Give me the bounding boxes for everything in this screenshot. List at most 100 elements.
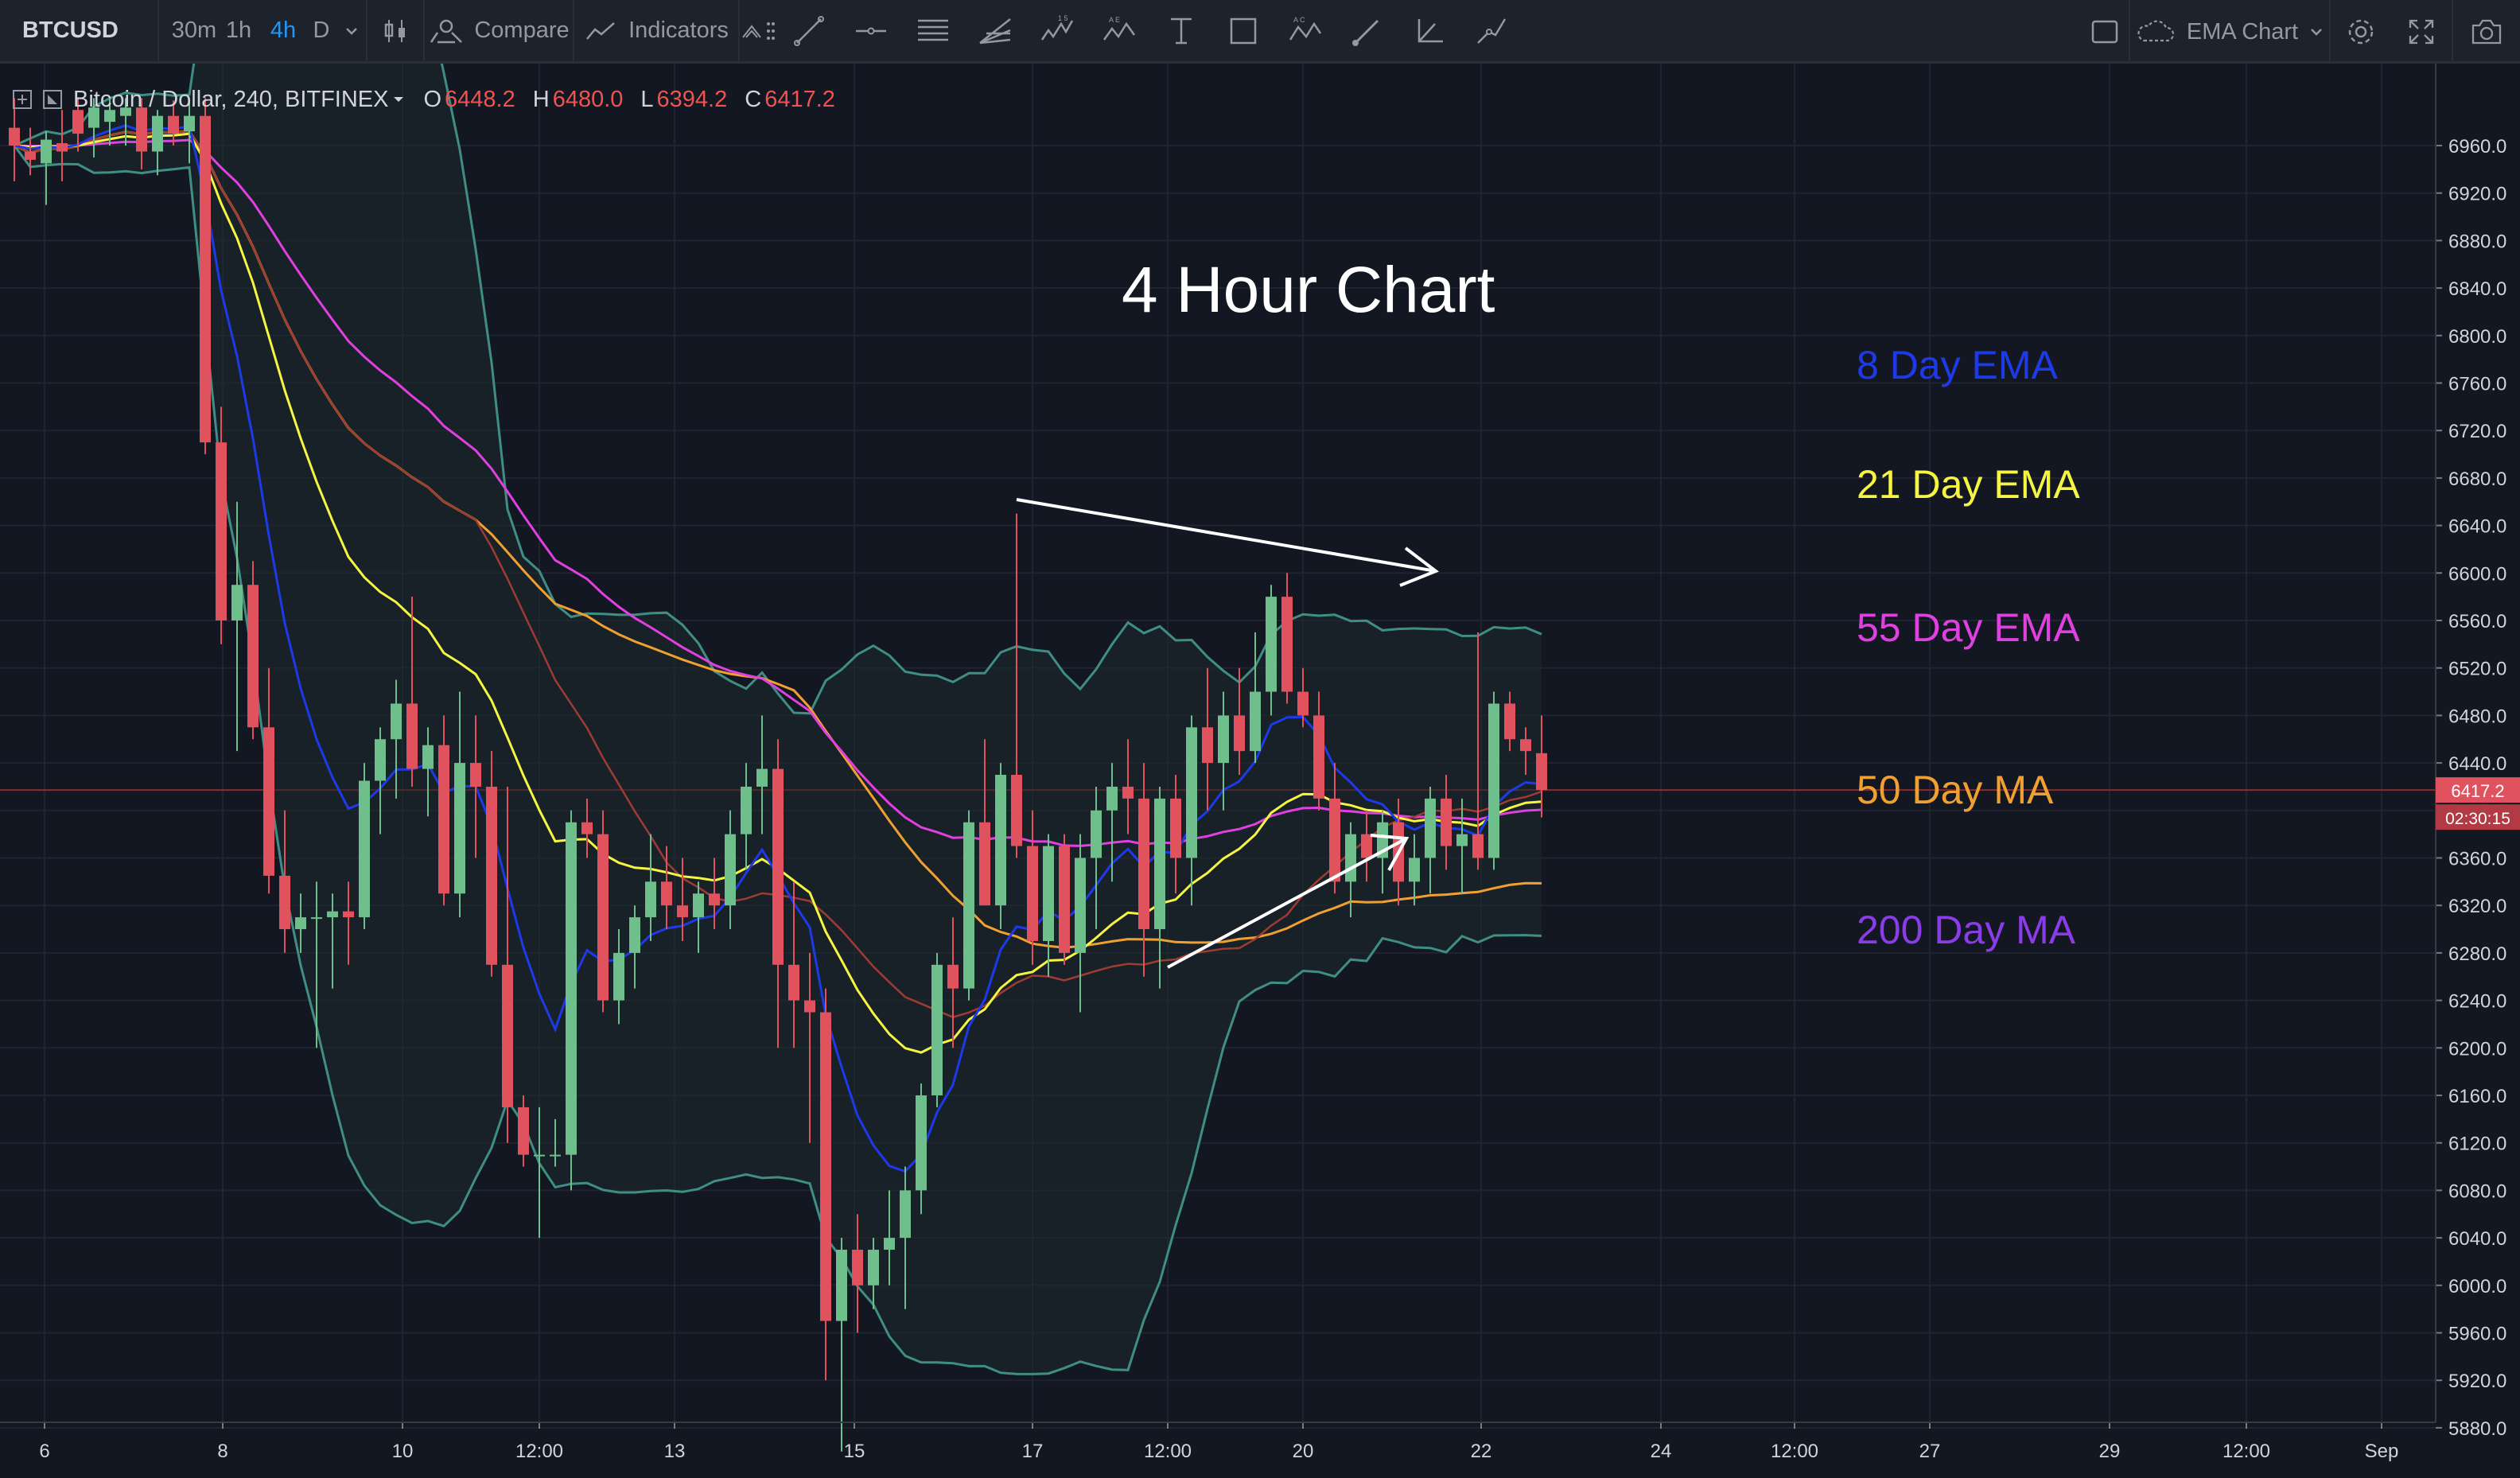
candle[interactable] [693, 881, 704, 953]
interval-1h[interactable]: 1h [225, 18, 252, 43]
candle[interactable] [1504, 691, 1515, 752]
candle[interactable] [1297, 667, 1309, 728]
templates-button[interactable] [740, 0, 764, 63]
candle[interactable] [263, 667, 274, 894]
candle[interactable] [279, 810, 290, 953]
candle[interactable] [295, 893, 306, 953]
candle[interactable] [9, 98, 20, 181]
upper-trendline-arrow[interactable] [1016, 498, 1440, 587]
forecast-tool[interactable] [1460, 0, 1522, 63]
candle[interactable] [1075, 834, 1086, 1013]
chart-style-button[interactable] [368, 0, 423, 63]
hide-series-icon[interactable] [41, 88, 64, 111]
candle[interactable] [756, 715, 768, 834]
candle[interactable] [1122, 739, 1134, 834]
brush-tool[interactable] [1336, 0, 1398, 63]
label-50-day-ma[interactable]: 50 Day MA [1857, 768, 2054, 812]
candle[interactable] [1138, 763, 1149, 977]
candle[interactable] [1154, 786, 1165, 989]
pitchfork-tool[interactable] [964, 0, 1026, 63]
candle[interactable] [788, 881, 799, 1048]
interval-4h[interactable]: 4h [270, 18, 297, 43]
candle[interactable] [931, 952, 943, 1107]
fullscreen-button[interactable] [2391, 0, 2452, 64]
measure-tool[interactable] [1398, 0, 1460, 63]
candle[interactable] [1106, 763, 1118, 882]
candle[interactable] [216, 406, 227, 644]
candle[interactable] [1202, 667, 1213, 811]
interval-dropdown[interactable] [337, 0, 366, 63]
candle[interactable] [454, 691, 465, 918]
candle[interactable] [247, 561, 259, 740]
candle[interactable] [1456, 798, 1468, 894]
candle[interactable] [1059, 834, 1070, 965]
candle[interactable] [597, 810, 609, 1013]
candle[interactable] [120, 98, 131, 146]
candle[interactable] [200, 98, 211, 455]
candle[interactable] [88, 98, 99, 158]
time-axis[interactable]: 6 8 10 12:00 13 15 17 12:00 20 22 24 12:00 27 29 12:00… [0, 1422, 2436, 1462]
candle[interactable] [852, 1214, 863, 1333]
abcd-pattern-tool[interactable]: A E [1088, 0, 1150, 63]
layout-button[interactable]: EMA Chart [2130, 0, 2329, 64]
snapshot-button[interactable] [2453, 0, 2520, 64]
chart-annotation-title[interactable]: 4 Hour Chart [1122, 254, 1495, 326]
label-200-day-ma[interactable]: 200 Day MA [1857, 908, 2076, 952]
indicators-button[interactable]: Indicators [574, 0, 738, 63]
candle[interactable] [343, 881, 354, 965]
lower-trendline-arrow[interactable] [1167, 834, 1410, 969]
candle[interactable] [979, 739, 990, 906]
candle[interactable] [661, 846, 672, 930]
candle[interactable] [486, 751, 497, 977]
candle[interactable] [772, 739, 784, 1048]
wave-pattern-tool[interactable]: A C [1274, 0, 1336, 63]
interval-d[interactable]: D [313, 18, 330, 43]
candle[interactable] [1329, 763, 1340, 894]
trend-line-tool[interactable] [778, 0, 840, 63]
candle[interactable] [900, 1166, 911, 1309]
candle[interactable] [868, 1238, 879, 1309]
candle[interactable] [741, 763, 752, 870]
interval-30m[interactable]: 30m [171, 18, 217, 43]
compare-button[interactable]: Compare [425, 0, 573, 63]
candle[interactable] [820, 988, 831, 1381]
settings-button[interactable] [2331, 0, 2391, 64]
candle[interactable] [677, 858, 688, 941]
price-chart[interactable]: 6960.0 6920.0 6880.0 6840.0 6800.0 6760.0 6720… [0, 64, 2520, 1478]
candle[interactable] [1520, 727, 1531, 776]
candle[interactable] [1313, 691, 1324, 811]
candle[interactable] [327, 893, 338, 989]
candle[interactable] [1266, 585, 1277, 716]
candle[interactable] [438, 715, 449, 906]
candle[interactable] [72, 98, 84, 152]
elliott-wave-tool[interactable]: 1 5 [1026, 0, 1088, 63]
candle[interactable] [231, 501, 243, 752]
candle[interactable] [534, 1107, 545, 1239]
candle[interactable] [1281, 573, 1293, 704]
candle[interactable] [1361, 810, 1372, 882]
candle[interactable] [375, 727, 386, 834]
candle[interactable] [1250, 632, 1261, 764]
candle[interactable] [629, 905, 640, 989]
series-title[interactable]: Bitcoin / Dollar, 240, BITFINEX [73, 86, 389, 112]
candle[interactable] [1043, 834, 1054, 977]
candle[interactable] [1011, 513, 1022, 858]
candle[interactable] [581, 798, 593, 858]
horizontal-line-tool[interactable] [840, 0, 902, 63]
rectangle-tool[interactable] [1212, 0, 1274, 63]
label-55-day-ema[interactable]: 55 Day EMA [1857, 605, 2080, 650]
candle[interactable] [502, 786, 513, 1143]
candle[interactable] [550, 1118, 561, 1167]
symbol-search[interactable]: BTCUSD [0, 0, 159, 63]
candle[interactable] [884, 1190, 895, 1285]
candle[interactable] [406, 597, 418, 787]
candle[interactable] [995, 763, 1006, 930]
label-8-day-ema[interactable]: 8 Day EMA [1857, 343, 2058, 387]
candle[interactable] [1186, 715, 1197, 906]
candle[interactable] [1488, 691, 1499, 870]
candle[interactable] [41, 131, 52, 205]
candle[interactable] [1170, 775, 1181, 894]
candle[interactable] [725, 810, 736, 930]
candle[interactable] [963, 810, 974, 1001]
toolbar-drag-handle[interactable] [764, 0, 778, 63]
